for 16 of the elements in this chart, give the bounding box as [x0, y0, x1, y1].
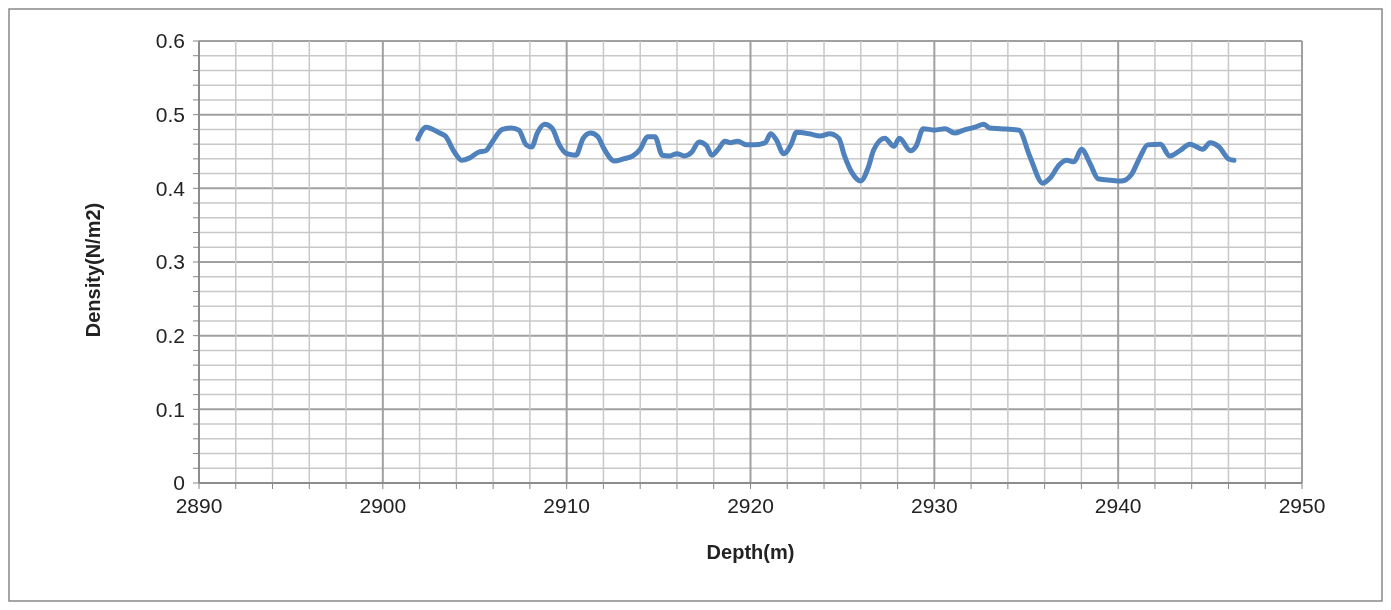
- x-tick-label: 2950: [1278, 494, 1326, 517]
- x-tick-label: 2930: [910, 494, 958, 517]
- y-tick-label: 0.3: [155, 250, 185, 274]
- y-axis-title: Density(N/m2): [82, 202, 104, 338]
- y-tick-label: 0: [173, 471, 185, 495]
- x-tick-label: 2890: [175, 494, 223, 517]
- x-tick-label: 2940: [1094, 494, 1142, 517]
- y-tick-label: 0.1: [155, 397, 185, 421]
- y-tick-label: 0.5: [155, 103, 185, 127]
- y-tick-label: 0.4: [155, 176, 186, 200]
- x-tick-label: 2920: [727, 494, 774, 517]
- y-tick-label: 0.2: [155, 324, 185, 348]
- x-axis-title: Depth(m): [706, 541, 795, 563]
- y-tick-label: 0.6: [155, 29, 185, 53]
- x-tick-label: 2900: [359, 494, 407, 517]
- x-tick-label: 2910: [543, 494, 591, 517]
